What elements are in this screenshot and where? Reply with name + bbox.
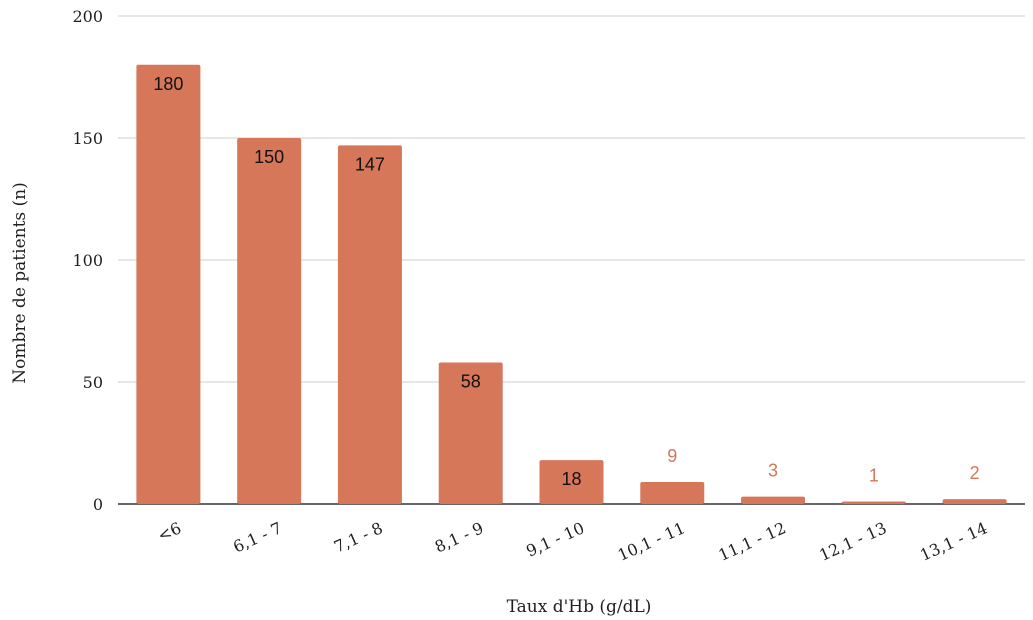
x-tick-label: 12,1 - 13 (816, 518, 889, 564)
data-label: 150 (254, 147, 284, 167)
bars (136, 64, 1007, 505)
y-tick-label: 0 (93, 495, 103, 514)
y-tick-label: 200 (72, 7, 103, 26)
data-label: 3 (768, 461, 778, 481)
data-label: 18 (561, 469, 581, 489)
y-axis-title: Nombre de patients (n) (10, 182, 30, 384)
data-label: 1 (869, 466, 879, 486)
x-tick-label: <6 (155, 518, 184, 545)
bar (640, 482, 705, 504)
bar (741, 496, 806, 504)
x-axis-title: Taux d'Hb (g/dL) (507, 597, 652, 617)
data-label: 180 (153, 74, 183, 94)
bar (841, 501, 906, 504)
y-axis-ticks: 0 50 100 150 200 (72, 7, 103, 514)
data-labels: 180 150 147 58 18 9 3 1 2 (153, 74, 979, 489)
bar (438, 362, 503, 504)
bar (337, 145, 402, 504)
bar (942, 499, 1007, 504)
data-label: 147 (355, 154, 385, 174)
data-label: 58 (461, 371, 481, 391)
x-tick-label: 7,1 - 8 (331, 518, 386, 556)
x-tick-label: 10,1 - 11 (615, 518, 688, 564)
data-label: 2 (970, 463, 980, 483)
bar (539, 460, 604, 504)
x-axis-ticks: <6 6,1 - 7 7,1 - 8 8,1 - 9 9,1 - 10 10,1 - 11… (155, 518, 991, 564)
x-tick-label: 8,1 - 9 (432, 518, 487, 556)
bar (136, 64, 201, 505)
data-label: 9 (667, 446, 677, 466)
x-tick-label: 13,1 - 14 (917, 518, 990, 564)
x-tick-label: 11,1 - 12 (716, 518, 789, 564)
y-tick-label: 50 (83, 373, 103, 392)
bar (237, 138, 302, 504)
x-tick-label: 6,1 - 7 (230, 518, 285, 556)
y-tick-label: 100 (72, 251, 103, 270)
y-tick-label: 150 (72, 129, 103, 148)
x-tick-label: 9,1 - 10 (523, 518, 587, 560)
